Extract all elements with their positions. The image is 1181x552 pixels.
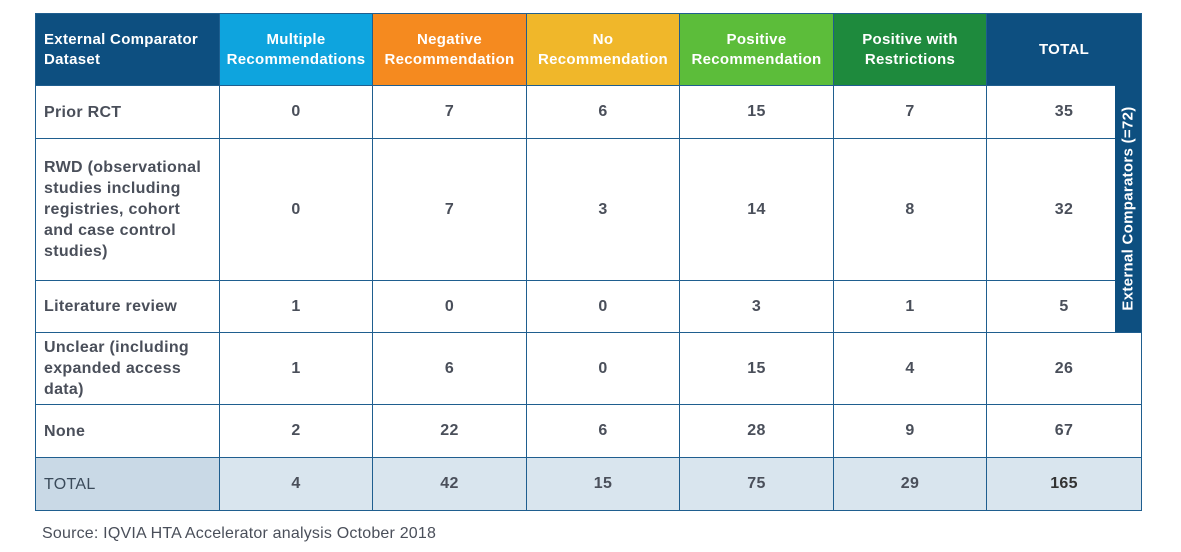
- table-cell: 3: [526, 138, 680, 281]
- table-cell: 26: [986, 332, 1142, 405]
- table-cell: 0: [526, 332, 680, 405]
- source-note: Source: IQVIA HTA Accelerator analysis O…: [42, 525, 437, 542]
- table-cell: 1: [219, 280, 373, 333]
- table-cell: 0: [219, 85, 373, 139]
- row-label: None: [35, 404, 220, 458]
- recommendations-table: External Comparator Dataset Multiple Rec…: [35, 13, 1142, 511]
- table-cell: 1: [219, 332, 373, 405]
- table-cell: 15: [679, 85, 834, 139]
- table-cell: 6: [526, 85, 680, 139]
- table-cell: 8: [833, 138, 987, 281]
- table-cell: 22: [372, 404, 527, 458]
- table-cell: 6: [372, 332, 527, 405]
- column-header-0: Multiple Recommendations: [219, 13, 373, 86]
- row-label: Literature review: [35, 280, 220, 333]
- column-header-4: Positive with Restrictions: [833, 13, 987, 86]
- table-cell: 6: [526, 404, 680, 458]
- table-cell: 0: [526, 280, 680, 333]
- table-cell: 75: [679, 457, 834, 511]
- table-cell: 4: [219, 457, 373, 511]
- table-cell: 29: [833, 457, 987, 511]
- column-header-2: No Recommendation: [526, 13, 680, 86]
- table-row: Prior RCT 0 7 6 15 7 35: [35, 85, 1142, 139]
- row-label: RWD (observational studies including reg…: [35, 138, 220, 281]
- external-comparators-label: External Comparators (=72): [1115, 85, 1141, 332]
- table-cell: 67: [986, 404, 1142, 458]
- table-cell: 15: [526, 457, 680, 511]
- row-header-cell: External Comparator Dataset: [35, 13, 220, 86]
- table-row: Literature review 1 0 0 3 1 5: [35, 280, 1142, 333]
- table-cell: 0: [219, 138, 373, 281]
- row-label: TOTAL: [35, 457, 220, 511]
- table-cell: 0: [372, 280, 527, 333]
- table-cell: 7: [372, 85, 527, 139]
- table-row: Unclear (including expanded access data)…: [35, 332, 1142, 405]
- table-cell: 165: [986, 457, 1142, 511]
- header-row: External Comparator Dataset Multiple Rec…: [35, 13, 1142, 86]
- table-cell: 28: [679, 404, 834, 458]
- external-comparators-text: External Comparators (=72): [1119, 106, 1137, 311]
- table-cell: 9: [833, 404, 987, 458]
- table-row: RWD (observational studies including reg…: [35, 138, 1142, 281]
- column-header-3: Positive Recommendation: [679, 13, 834, 86]
- table-cell: 4: [833, 332, 987, 405]
- row-label: Unclear (including expanded access data): [35, 332, 220, 405]
- table-cell: 3: [679, 280, 834, 333]
- table-cell: 7: [833, 85, 987, 139]
- total-row: TOTAL 4 42 15 75 29 165: [35, 457, 1142, 511]
- row-label: Prior RCT: [35, 85, 220, 139]
- column-header-1: Negative Recommendation: [372, 13, 527, 86]
- table-row: None 2 22 6 28 9 67: [35, 404, 1142, 458]
- table-cell: 1: [833, 280, 987, 333]
- table-cell: 7: [372, 138, 527, 281]
- table-cell: 42: [372, 457, 527, 511]
- table-cell: 14: [679, 138, 834, 281]
- table-cell: 15: [679, 332, 834, 405]
- column-header-5: TOTAL: [986, 13, 1142, 86]
- table-cell: 2: [219, 404, 373, 458]
